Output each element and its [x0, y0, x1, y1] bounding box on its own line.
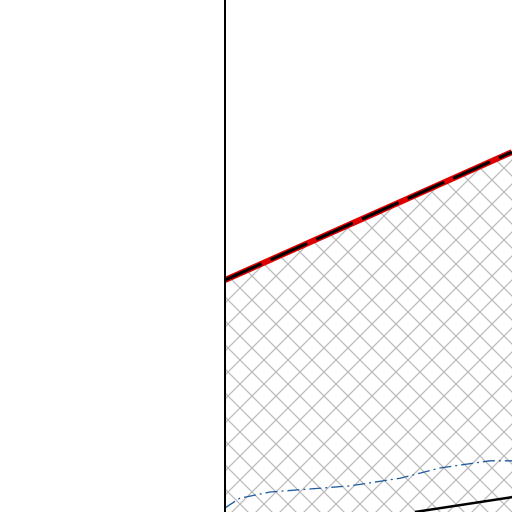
line [225, 460, 512, 509]
line-dashes [225, 150, 512, 282]
hatched-area [225, 152, 512, 512]
plot-area [225, 149, 512, 512]
line [414, 495, 512, 512]
